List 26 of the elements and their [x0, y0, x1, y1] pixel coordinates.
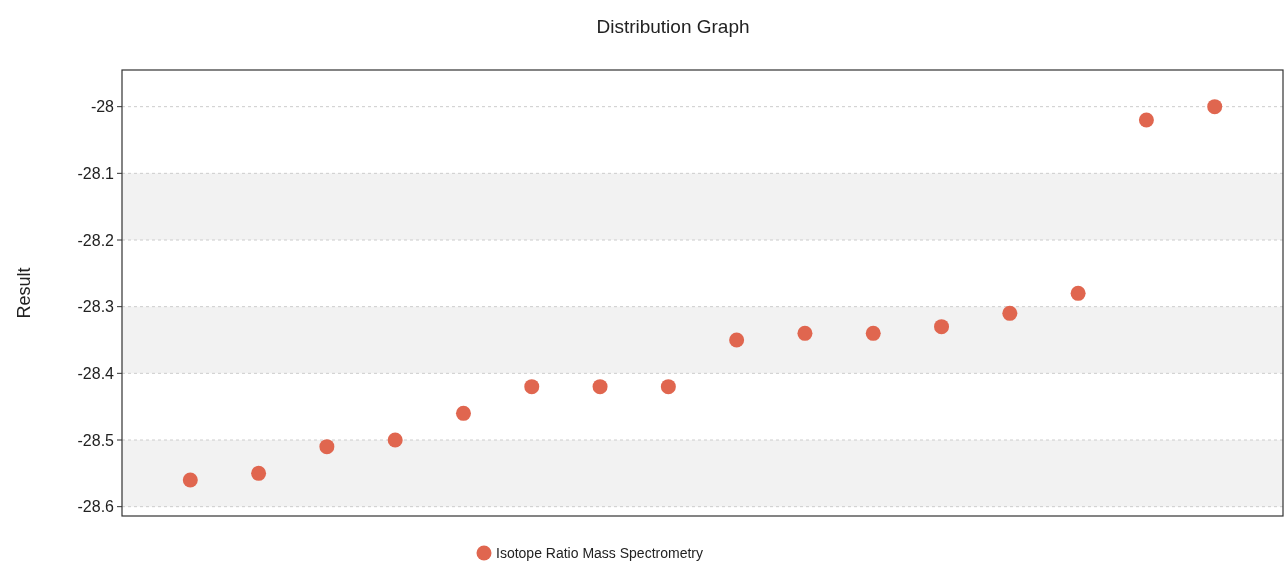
- y-tick-label: -28.2: [77, 231, 115, 249]
- y-tick-label: -28.6: [77, 498, 115, 516]
- point: [455, 405, 471, 421]
- point: [1070, 285, 1086, 301]
- point: [387, 432, 403, 448]
- y-tick-label: -28.4: [77, 364, 115, 382]
- point: [1207, 99, 1223, 115]
- point: [1138, 112, 1154, 128]
- y-tick-label: -28.1: [77, 164, 115, 182]
- point: [319, 439, 335, 455]
- point: [524, 379, 540, 395]
- legend-label: Isotope Ratio Mass Spectrometry: [496, 544, 703, 561]
- y-tick-label: -28.5: [77, 431, 115, 449]
- point: [934, 319, 950, 335]
- point: [182, 472, 198, 488]
- point: [1002, 305, 1018, 321]
- point: [660, 379, 676, 395]
- y-tick-label: -28: [90, 98, 115, 116]
- y-tick-label: -28.3: [77, 298, 115, 316]
- chart-title: Distribution Graph: [596, 16, 750, 37]
- point: [592, 379, 608, 395]
- point: [251, 465, 267, 481]
- point: [865, 325, 881, 341]
- point: [797, 325, 813, 341]
- point: [729, 332, 745, 348]
- y-axis-title: Result: [14, 267, 34, 319]
